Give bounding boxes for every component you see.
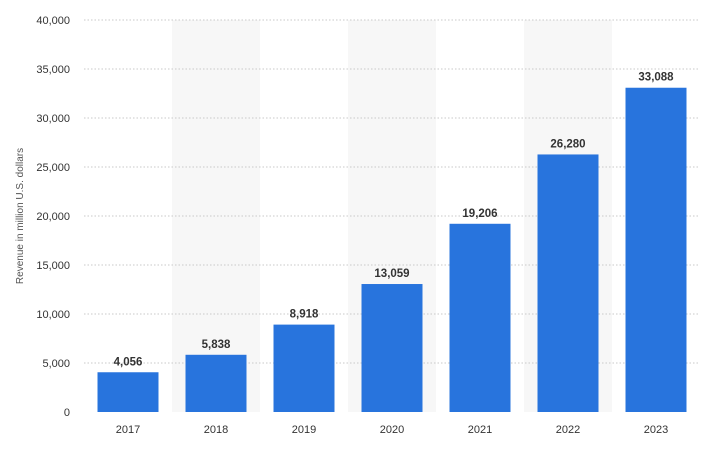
bar-2017 — [97, 372, 159, 412]
y-axis-ticks: 0 5,000 10,000 15,000 20,000 25,000 30,000 35,0… — [36, 15, 70, 419]
x-tick-label-2021: 2021 — [468, 424, 492, 436]
data-label-2023: 33,088 — [638, 72, 674, 84]
data-labels: 4,056 5,838 8,918 13,059 19,206 26,280 33,088 — [114, 72, 675, 369]
bar-2021 — [449, 223, 511, 412]
x-axis-ticks: 2017 2018 2019 2020 2021 2022 2023 — [116, 424, 668, 436]
y-tick-label: 10,000 — [36, 309, 70, 321]
y-tick-label: 25,000 — [36, 162, 70, 174]
y-tick-label: 20,000 — [36, 211, 70, 223]
x-tick-label-2017: 2017 — [116, 424, 140, 436]
x-tick-label-2022: 2022 — [556, 424, 580, 436]
bar-2019 — [273, 324, 335, 412]
y-tick-label: 5,000 — [42, 358, 70, 370]
y-tick-label: 15,000 — [36, 260, 70, 272]
data-label-2017: 4,056 — [114, 356, 143, 368]
y-tick-label: 40,000 — [36, 15, 70, 27]
x-tick-label-2023: 2023 — [644, 424, 668, 436]
x-tick-label-2020: 2020 — [380, 424, 404, 436]
x-tick-label-2019: 2019 — [292, 424, 316, 436]
bar-2022 — [537, 154, 599, 412]
data-label-2022: 26,280 — [550, 138, 585, 150]
data-label-2019: 8,918 — [290, 309, 319, 321]
y-tick-label: 35,000 — [36, 64, 70, 76]
bars — [97, 87, 687, 412]
y-axis-title: Revenue in million U.S. dollars — [15, 148, 26, 284]
data-label-2020: 13,059 — [374, 268, 409, 280]
bar-2018 — [185, 354, 247, 412]
y-tick-label: 30,000 — [36, 113, 70, 125]
data-label-2021: 19,206 — [462, 208, 497, 220]
x-tick-label-2018: 2018 — [204, 424, 228, 436]
band-2018 — [172, 20, 260, 412]
bar-2020 — [361, 284, 423, 412]
y-tick-label: 0 — [64, 407, 70, 419]
data-label-2018: 5,838 — [202, 339, 231, 351]
bar-2023 — [625, 87, 687, 412]
